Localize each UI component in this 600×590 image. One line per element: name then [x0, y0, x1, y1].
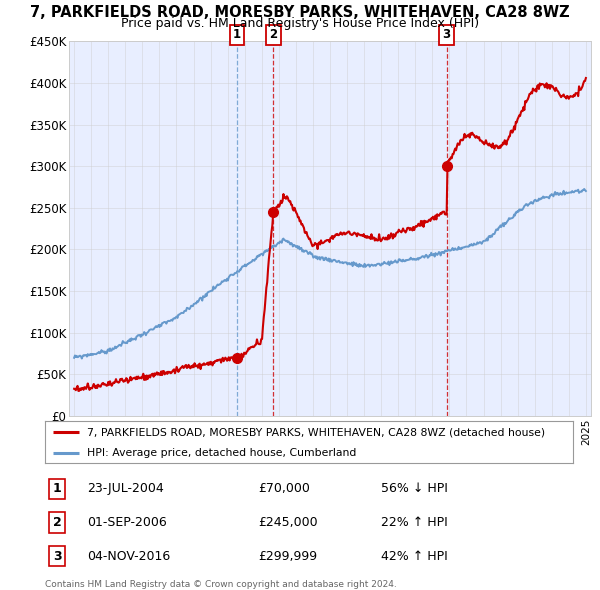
Text: 1: 1	[53, 482, 61, 496]
Text: 1: 1	[233, 28, 241, 41]
Text: Contains HM Land Registry data © Crown copyright and database right 2024.: Contains HM Land Registry data © Crown c…	[45, 579, 397, 589]
Text: £245,000: £245,000	[258, 516, 317, 529]
Text: 04-NOV-2016: 04-NOV-2016	[87, 549, 170, 563]
Text: 2: 2	[53, 516, 61, 529]
Text: 2: 2	[269, 28, 277, 41]
Text: 3: 3	[53, 549, 61, 563]
Text: 22% ↑ HPI: 22% ↑ HPI	[381, 516, 448, 529]
Text: Price paid vs. HM Land Registry's House Price Index (HPI): Price paid vs. HM Land Registry's House …	[121, 17, 479, 30]
Text: £70,000: £70,000	[258, 482, 310, 496]
Text: 56% ↓ HPI: 56% ↓ HPI	[381, 482, 448, 496]
Text: 7, PARKFIELDS ROAD, MORESBY PARKS, WHITEHAVEN, CA28 8WZ (detached house): 7, PARKFIELDS ROAD, MORESBY PARKS, WHITE…	[87, 427, 545, 437]
Text: 42% ↑ HPI: 42% ↑ HPI	[381, 549, 448, 563]
Text: 7, PARKFIELDS ROAD, MORESBY PARKS, WHITEHAVEN, CA28 8WZ: 7, PARKFIELDS ROAD, MORESBY PARKS, WHITE…	[30, 5, 570, 19]
Text: £299,999: £299,999	[258, 549, 317, 563]
Text: 01-SEP-2006: 01-SEP-2006	[87, 516, 167, 529]
Text: HPI: Average price, detached house, Cumberland: HPI: Average price, detached house, Cumb…	[87, 448, 356, 457]
Text: 23-JUL-2004: 23-JUL-2004	[87, 482, 164, 496]
Text: 3: 3	[443, 28, 451, 41]
